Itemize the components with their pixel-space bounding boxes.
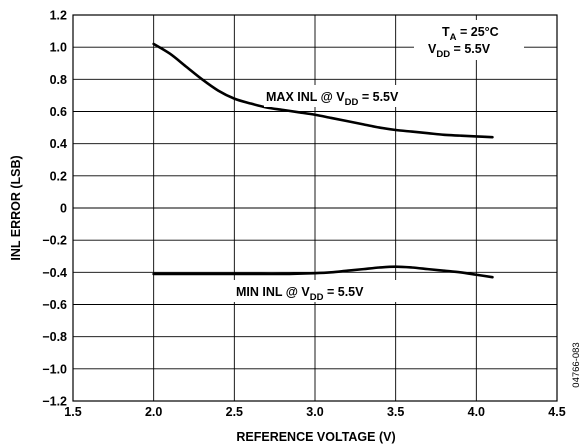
max-label-bg [264,85,451,107]
min-inl-label: MIN INL @ VDD = 5.5V [236,285,364,303]
y-tick-label: −1.2 [42,395,67,409]
y-tick-label: 1.0 [50,41,67,55]
y-tick-label: 0.4 [50,137,67,151]
y-tick-label: −0.4 [42,266,67,280]
y-tick-label: −0.2 [42,234,67,248]
y-axis-title: INL ERROR (LSB) [9,155,23,260]
x-tick-label: 3.5 [387,405,404,419]
x-tick-label: 4.0 [468,405,485,419]
x-tick-label: 4.5 [548,405,565,419]
min-label-bg [232,280,438,302]
y-tick-label: 0.6 [50,105,67,119]
y-axis-ticks: −1.2 −1.0 −0.8 −0.6 −0.4 −0.2 0 0.2 0.4 0.6 0.8 1.0… [42,9,67,409]
x-tick-label: 2.5 [226,405,243,419]
x-tick-label: 2.0 [145,405,162,419]
temperature-condition: TA = 25°C [442,25,499,43]
x-tick-label: 1.5 [64,405,81,419]
x-axis-ticks: 1.5 2.0 2.5 3.0 3.5 4.0 4.5 [64,405,565,419]
y-tick-label: 1.2 [50,9,67,23]
series-group [152,42,494,279]
figure-number: 04766-083 [571,342,582,387]
conditions-bg [414,20,524,60]
y-tick-label: −0.6 [42,298,67,312]
max-inl-label: MAX INL @ VDD = 5.5V [266,90,399,108]
x-axis-title: REFERENCE VOLTAGE (V) [236,430,395,444]
series-line-min-inl [152,265,494,279]
series-line-max-inl [152,42,494,139]
plot-frame [72,14,558,402]
y-tick-label: −1.0 [42,362,67,376]
vdd-condition: VDD = 5.5V [428,42,491,60]
x-tick-label: 3.0 [306,405,323,419]
grid-lines [72,14,558,402]
y-tick-label: 0.2 [50,169,67,183]
y-tick-label: −0.8 [42,330,67,344]
y-tick-label: 0 [60,202,67,216]
y-tick-label: 0.8 [50,73,67,87]
